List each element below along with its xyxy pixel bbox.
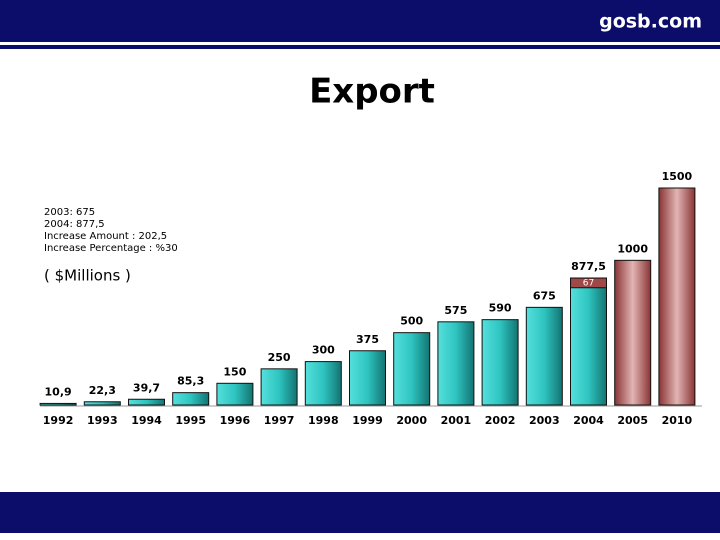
- bar: [481, 319, 519, 406]
- value-label: 500: [400, 315, 423, 328]
- bar: [437, 321, 475, 406]
- note: 2004: 877,5: [44, 219, 105, 230]
- x-tick-label: 2003: [529, 414, 560, 427]
- x-tick-label: 1993: [87, 414, 118, 427]
- bar: [128, 398, 165, 406]
- bar: [614, 259, 652, 406]
- bar: [39, 402, 77, 406]
- bar: [304, 361, 342, 406]
- value-label: 675: [533, 289, 556, 302]
- site-name: gosb.com: [599, 11, 702, 33]
- x-tick-label: 1999: [352, 414, 383, 427]
- x-tick-label: 2002: [485, 414, 516, 427]
- x-tick-label: 1997: [264, 414, 295, 427]
- note: 2003: 675: [44, 207, 95, 218]
- bar-segment: [570, 277, 607, 289]
- bar: [83, 401, 121, 406]
- x-tick-label: 2001: [441, 414, 472, 427]
- x-tick-label: 1998: [308, 414, 339, 427]
- value-label: 300: [312, 344, 335, 357]
- segment-label: 67: [583, 278, 594, 288]
- value-label: 22,3: [89, 384, 116, 397]
- value-label: 150: [223, 365, 246, 378]
- top-band: [0, 0, 720, 42]
- value-label: 575: [444, 304, 467, 317]
- value-label: 1500: [662, 170, 693, 183]
- bar: [658, 187, 696, 406]
- value-label: 39,7: [133, 381, 160, 394]
- note: Increase Percentage : %30: [44, 243, 178, 254]
- bar: [525, 306, 563, 406]
- x-tick-label: 2010: [662, 414, 693, 427]
- bar: [216, 382, 254, 406]
- unit-label: ( $Millions ): [44, 267, 131, 285]
- x-tick-label: 1996: [220, 414, 251, 427]
- value-label: 85,3: [177, 375, 204, 388]
- value-label: 1000: [617, 242, 648, 255]
- note: Increase Amount : 202,5: [44, 231, 167, 242]
- x-tick-label: 1995: [175, 414, 206, 427]
- chart-title: Export: [309, 72, 435, 112]
- value-label: 590: [489, 302, 512, 315]
- x-tick-label: 2000: [396, 414, 427, 427]
- x-tick-label: 2004: [573, 414, 604, 427]
- bar: [393, 332, 431, 406]
- bottom-band: [0, 492, 720, 533]
- value-label: 375: [356, 333, 379, 346]
- value-label: 250: [268, 351, 291, 364]
- bar: [172, 392, 210, 406]
- x-tick-label: 1994: [131, 414, 162, 427]
- bar: [570, 277, 607, 406]
- x-tick-label: 2005: [617, 414, 648, 427]
- top-rule: [0, 45, 720, 49]
- bar: [349, 350, 386, 406]
- value-label: 877,5: [571, 260, 606, 273]
- bar: [260, 368, 298, 406]
- value-label: 10,9: [45, 385, 72, 398]
- x-tick-label: 1992: [43, 414, 74, 427]
